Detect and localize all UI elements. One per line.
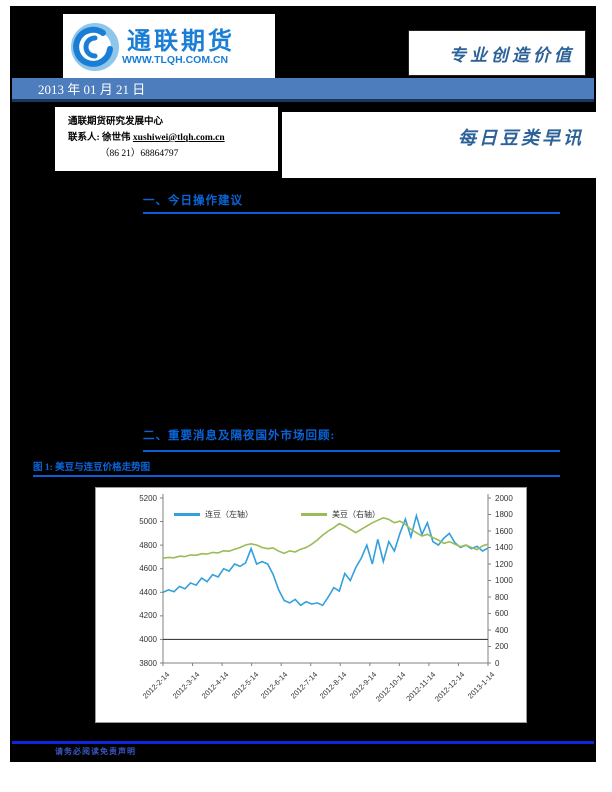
report-date: 2013 年 01 月 21 日	[38, 82, 146, 97]
section-2-rule	[143, 450, 560, 452]
contact-box: 通联期货研究发展中心 联系人: 徐世伟 xushiwei@tlqh.com.cn…	[55, 107, 278, 171]
report-title: 每日豆类早讯	[458, 128, 584, 148]
left-axis-tick-label: 4200	[139, 611, 157, 621]
left-axis-tick-label: 4000	[139, 634, 157, 644]
contact-email-link[interactable]: xushiwei@tlqh.com.cn	[132, 133, 225, 143]
right-axis-tick-label: 1800	[495, 510, 513, 519]
right-axis-tick-label: 0	[495, 658, 500, 668]
series-line-liandou	[162, 512, 489, 607]
contact-person: 联系人: 徐世伟	[68, 133, 131, 143]
right-axis-tick-label: 1200	[495, 559, 513, 569]
left-axis-tick-label: 5000	[139, 517, 157, 527]
chart-canvas	[160, 494, 491, 666]
page-background: 通联期货 WWW.TLQH.COM.CN 专业创造价值 2013 年 01 月 …	[10, 6, 596, 762]
section-1-heading: 一、今日操作建议	[143, 195, 243, 207]
right-axis-tick-label: 2000	[495, 493, 513, 503]
contact-phone: （86 21）68864797	[100, 149, 179, 159]
right-axis-tick-label: 200	[495, 642, 509, 651]
contact-line: 联系人: 徐世伟 xushiwei@tlqh.com.cn	[68, 129, 225, 143]
legend-label: 美豆（右轴）	[332, 510, 380, 519]
figure-1-chart: 3800 4000 4200 4400 4600 4800 5000 5200 0 200 400 6…	[95, 487, 527, 723]
department-name: 通联期货研究发展中心	[68, 117, 164, 127]
section-1-rule	[143, 212, 560, 214]
slogan-text: 专业创造价值	[449, 45, 575, 65]
legend-item: 美豆（右轴）	[301, 509, 380, 520]
left-axis-tick-label: 3800	[139, 658, 157, 668]
left-axis-tick-label: 4400	[139, 587, 157, 597]
slogan-box: 专业创造价值	[408, 30, 586, 76]
figure-1-caption: 图 1: 美豆与连豆价格走势图	[33, 463, 151, 473]
date-bar: 2013 年 01 月 21 日	[12, 78, 594, 102]
company-logo-icon	[71, 23, 119, 71]
right-axis-tick-label: 1400	[495, 543, 513, 552]
logo-box: 通联期货 WWW.TLQH.COM.CN	[63, 14, 275, 78]
legend-swatch	[174, 513, 200, 517]
section-2-heading: 二、重要消息及隔夜国外市场回顾:	[143, 430, 336, 442]
right-axis-tick-label: 400	[495, 625, 509, 635]
company-website: WWW.TLQH.COM.CN	[122, 54, 229, 66]
legend-item: 连豆（左轴）	[174, 509, 253, 520]
right-axis-tick-label: 600	[495, 609, 509, 618]
series-line-meidou	[162, 516, 489, 559]
legend-swatch	[301, 513, 327, 517]
footer-disclaimer: 请务必阅读免责声明	[55, 747, 136, 756]
figure-1-rule	[33, 475, 560, 477]
company-name: 通联期货	[127, 29, 235, 55]
right-axis-tick-label: 800	[495, 592, 509, 602]
right-axis-tick-label: 1600	[495, 526, 513, 536]
report-title-box: 每日豆类早讯	[282, 112, 596, 178]
footer-divider	[12, 741, 594, 744]
legend-label: 连豆（左轴）	[205, 510, 253, 519]
right-axis-tick-label: 1000	[495, 576, 513, 585]
left-axis-tick-label: 4600	[139, 564, 157, 574]
left-axis-tick-label: 4800	[139, 540, 157, 550]
left-axis-tick-label: 5200	[139, 493, 157, 503]
